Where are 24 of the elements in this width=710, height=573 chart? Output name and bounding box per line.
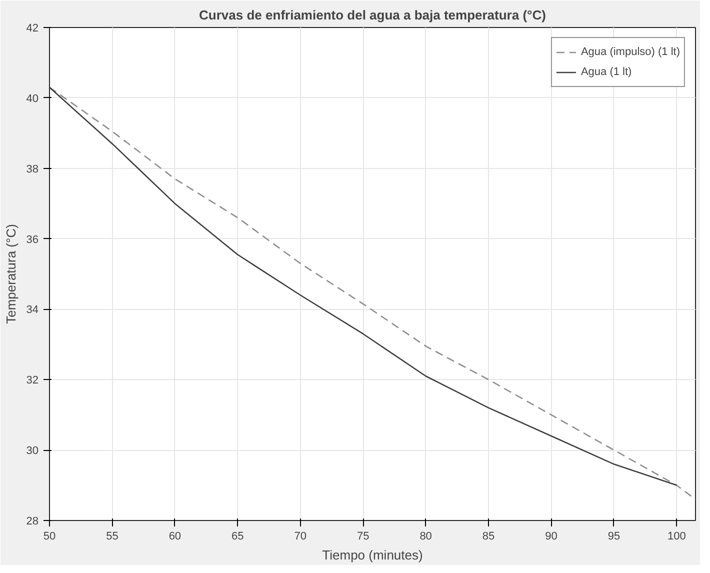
x-tick-label: 65: [232, 530, 244, 542]
x-tick-label: 100: [668, 530, 686, 542]
x-tick-label: 80: [420, 530, 432, 542]
y-tick-label: 42: [26, 22, 39, 34]
x-tick-label: 75: [356, 530, 370, 542]
y-tick-label: 34: [26, 304, 39, 316]
x-tick-label: 85: [482, 530, 495, 542]
legend-label: Agua (impulso) (1 lt): [580, 46, 680, 58]
y-tick-label: 36: [26, 234, 39, 246]
chart-title: Curvas de enfriamiento del agua a baja temperatura (°C): [199, 8, 546, 22]
y-tick-label: 32: [26, 374, 39, 387]
y-tick-label: 30: [26, 445, 39, 458]
legend-label: Agua (1 lt): [580, 66, 632, 78]
x-tick-label: 95: [608, 530, 620, 542]
y-axis-title: Temperatura (°C): [3, 224, 18, 324]
x-tick-label: 90: [545, 530, 558, 542]
x-axis-title: Tiempo (minutes): [322, 548, 423, 562]
x-tick-label: 50: [43, 530, 56, 542]
y-tick-label: 28: [26, 516, 39, 528]
x-tick-label: 55: [106, 530, 118, 542]
x-tick-label: 70: [294, 530, 307, 542]
x-tick-label: 60: [168, 530, 182, 542]
y-tick-label: 40: [26, 92, 39, 105]
y-tick-label: 38: [26, 163, 39, 176]
